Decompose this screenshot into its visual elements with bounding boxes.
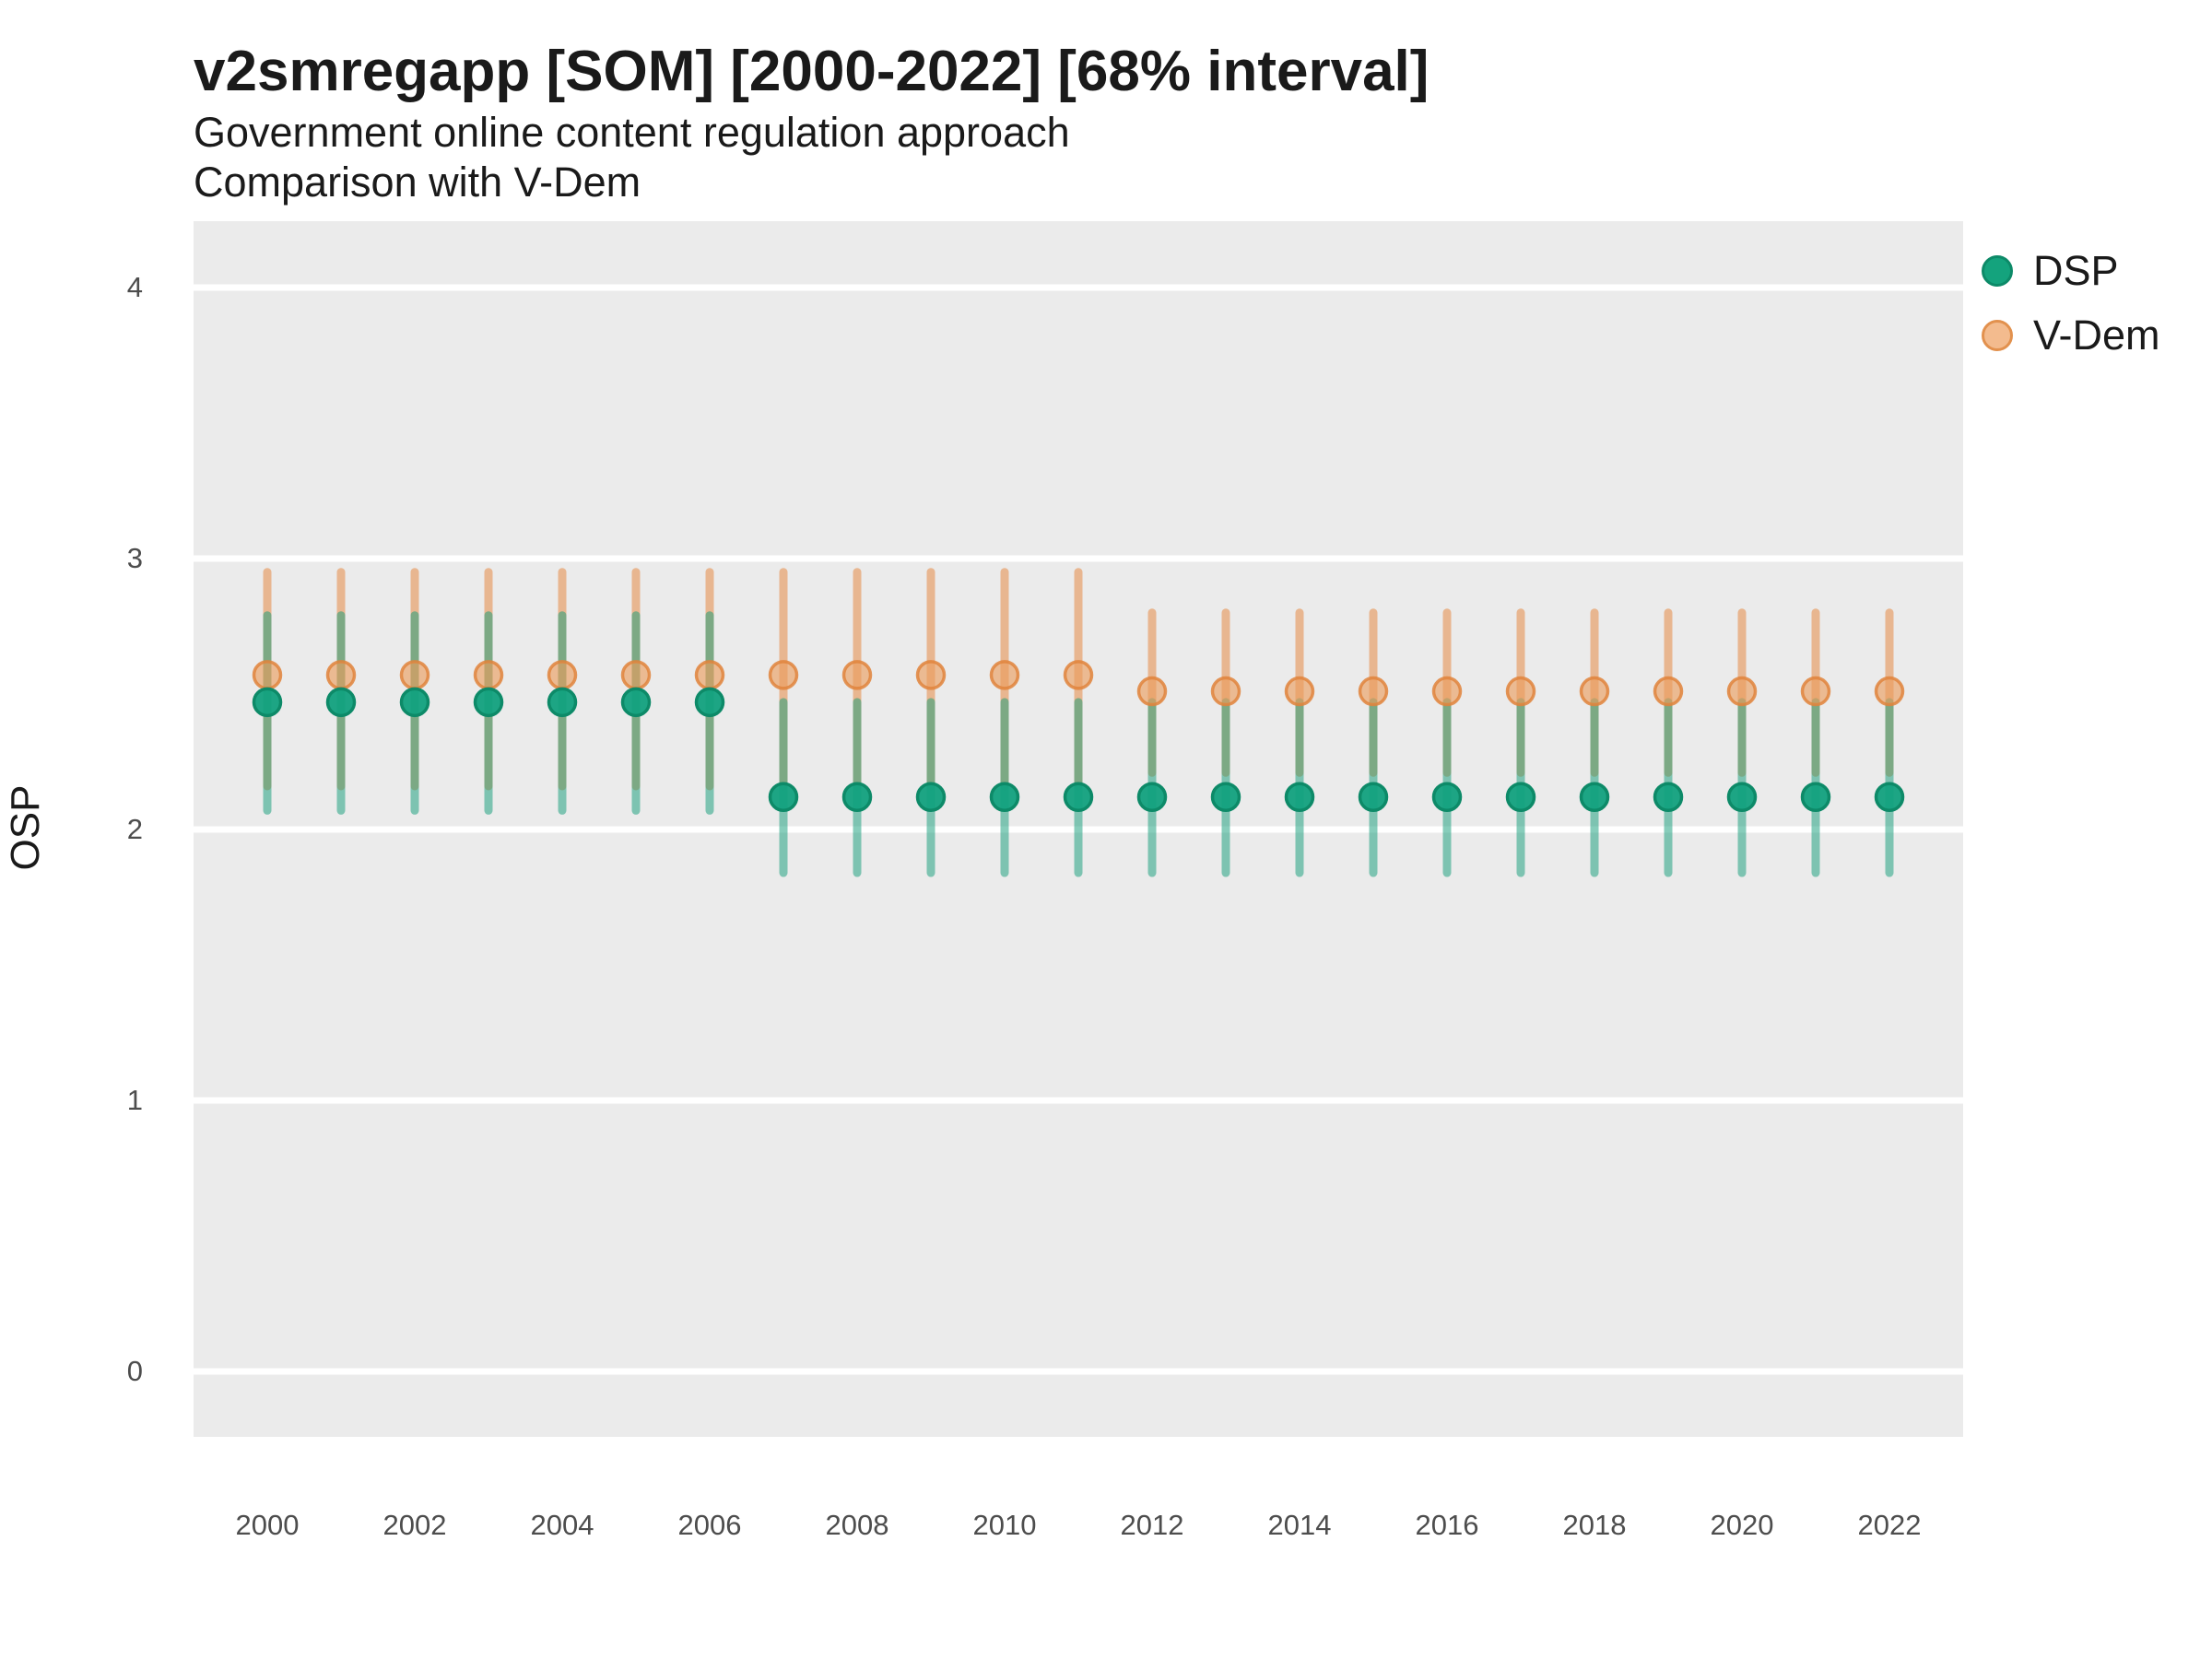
vdem-point-2011 <box>1063 660 1094 690</box>
vdem-point-2012 <box>1136 676 1168 707</box>
y-tick-label-1: 1 <box>126 1084 143 1116</box>
x-tick-label-2016: 2016 <box>1415 1509 1479 1541</box>
vdem-point-2004 <box>547 660 578 690</box>
dsp-legend-point-icon <box>1982 255 2013 287</box>
dsp-point-2021 <box>1800 782 1831 812</box>
legend-item-dsp: DSP <box>1982 247 2160 295</box>
dsp-point-2000 <box>252 687 283 718</box>
vdem-point-2006 <box>694 660 725 690</box>
legend-label-vdem: V-Dem <box>2033 312 2160 359</box>
dsp-point-2020 <box>1726 782 1758 812</box>
dsp-point-2019 <box>1653 782 1684 812</box>
x-tick-label-2004: 2004 <box>530 1509 594 1541</box>
dsp-point-2011 <box>1063 782 1094 812</box>
dsp-point-2014 <box>1284 782 1315 812</box>
dsp-point-2001 <box>325 687 357 718</box>
dsp-point-2003 <box>473 687 504 718</box>
vdem-point-2005 <box>620 660 652 690</box>
dsp-point-2007 <box>768 782 799 812</box>
dsp-point-2022 <box>1874 782 1905 812</box>
dsp-point-2009 <box>915 782 947 812</box>
x-tick-label-2000: 2000 <box>235 1509 300 1541</box>
dsp-point-2015 <box>1358 782 1389 812</box>
vdem-point-2009 <box>915 660 947 690</box>
dsp-point-2012 <box>1136 782 1168 812</box>
x-tick-label-2008: 2008 <box>825 1509 889 1541</box>
vdem-point-2003 <box>473 660 504 690</box>
dsp-point-2018 <box>1579 782 1610 812</box>
x-tick-label-2010: 2010 <box>972 1509 1037 1541</box>
x-tick-label-2020: 2020 <box>1710 1509 1774 1541</box>
vdem-point-2020 <box>1726 676 1758 707</box>
chart-subtitle-line1: Government online content regulation app… <box>194 109 1070 156</box>
dsp-point-2016 <box>1431 782 1463 812</box>
y-tick-label-4: 4 <box>126 271 143 303</box>
vdem-point-2017 <box>1505 676 1536 707</box>
dsp-point-2010 <box>989 782 1020 812</box>
vdem-point-2013 <box>1210 676 1241 707</box>
vdem-point-2016 <box>1431 676 1463 707</box>
vdem-point-2002 <box>399 660 430 690</box>
x-tick-label-2018: 2018 <box>1562 1509 1627 1541</box>
vdem-legend-point-icon <box>1982 320 2013 351</box>
vdem-point-2015 <box>1358 676 1389 707</box>
x-tick-label-2022: 2022 <box>1857 1509 1922 1541</box>
y-tick-label-3: 3 <box>126 542 143 574</box>
y-tick-label-2: 2 <box>126 813 143 845</box>
vdem-point-2021 <box>1800 676 1831 707</box>
vdem-point-2000 <box>252 660 283 690</box>
dsp-point-2017 <box>1505 782 1536 812</box>
vdem-point-2014 <box>1284 676 1315 707</box>
dsp-point-2004 <box>547 687 578 718</box>
vdem-point-2001 <box>325 660 357 690</box>
x-tick-label-2014: 2014 <box>1267 1509 1332 1541</box>
legend-item-vdem: V-Dem <box>1982 312 2160 359</box>
vdem-point-2008 <box>841 660 873 690</box>
y-tick-label-0: 0 <box>126 1355 143 1387</box>
x-tick-label-2002: 2002 <box>382 1509 447 1541</box>
dsp-point-2013 <box>1210 782 1241 812</box>
vdem-point-2018 <box>1579 676 1610 707</box>
dsp-point-2002 <box>399 687 430 718</box>
chart-subtitle-line2: Comparison with V-Dem <box>194 159 641 206</box>
legend: DSP V-Dem <box>1982 247 2160 359</box>
x-tick-label-2006: 2006 <box>677 1509 742 1541</box>
dsp-point-2006 <box>694 687 725 718</box>
dsp-point-2005 <box>620 687 652 718</box>
chart-title: v2smregapp [SOM] [2000-2022] [68% interv… <box>194 40 1430 103</box>
vdem-point-2007 <box>768 660 799 690</box>
vdem-point-2019 <box>1653 676 1684 707</box>
vdem-point-2022 <box>1874 676 1905 707</box>
dsp-point-2008 <box>841 782 873 812</box>
vdem-point-2010 <box>989 660 1020 690</box>
x-tick-label-2012: 2012 <box>1120 1509 1184 1541</box>
legend-label-dsp: DSP <box>2033 247 2119 294</box>
